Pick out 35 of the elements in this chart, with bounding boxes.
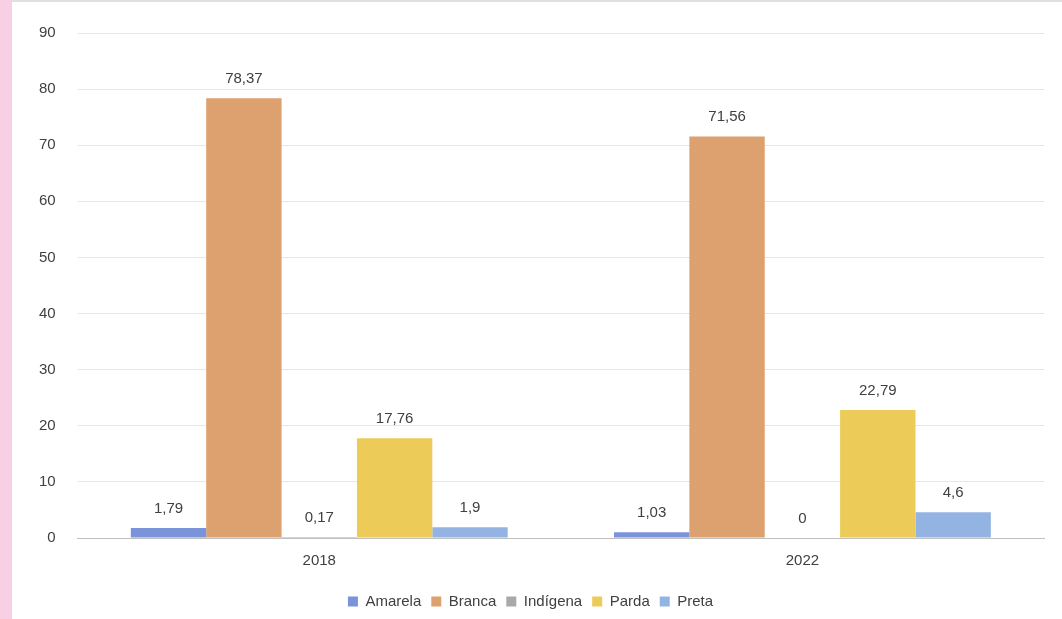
data-label: 0,17 — [304, 507, 334, 525]
data-label: 22,79 — [859, 380, 897, 398]
y-tick-label: 10 — [39, 472, 56, 490]
y-tick-label: 40 — [39, 303, 56, 321]
x-tick-label: 2018 — [302, 551, 336, 569]
data-label: 4,6 — [942, 482, 964, 500]
data-label: 17,76 — [375, 408, 414, 426]
data-label: 1,79 — [153, 498, 184, 516]
legend-label: Branca — [448, 591, 497, 609]
legend-label: Amarela — [365, 591, 422, 609]
y-tick-label: 50 — [39, 247, 56, 265]
data-label: 1,03 — [637, 502, 667, 520]
y-tick-label: 0 — [47, 528, 56, 546]
y-tick-label: 90 — [39, 23, 56, 41]
bar — [840, 410, 916, 538]
bar — [130, 527, 207, 538]
legend-label: Parda — [609, 591, 651, 609]
bar — [613, 532, 690, 538]
x-tick-label: 2022 — [785, 551, 820, 569]
bar — [689, 136, 765, 538]
bar — [206, 98, 282, 538]
legend-label: Preta — [677, 591, 714, 609]
data-label: 78,37 — [225, 68, 263, 86]
bar — [915, 512, 991, 538]
bar — [356, 438, 433, 538]
data-label: 1,9 — [459, 497, 481, 515]
data-label: 71,56 — [708, 107, 746, 125]
y-tick-label: 80 — [39, 79, 56, 97]
y-tick-label: 30 — [39, 359, 56, 377]
legend-label: Indígena — [523, 591, 583, 609]
y-tick-label: 60 — [39, 191, 56, 209]
bar — [432, 527, 508, 538]
y-tick-label: 70 — [39, 135, 56, 153]
data-label: 0 — [798, 508, 807, 526]
y-tick-label: 20 — [39, 415, 56, 433]
